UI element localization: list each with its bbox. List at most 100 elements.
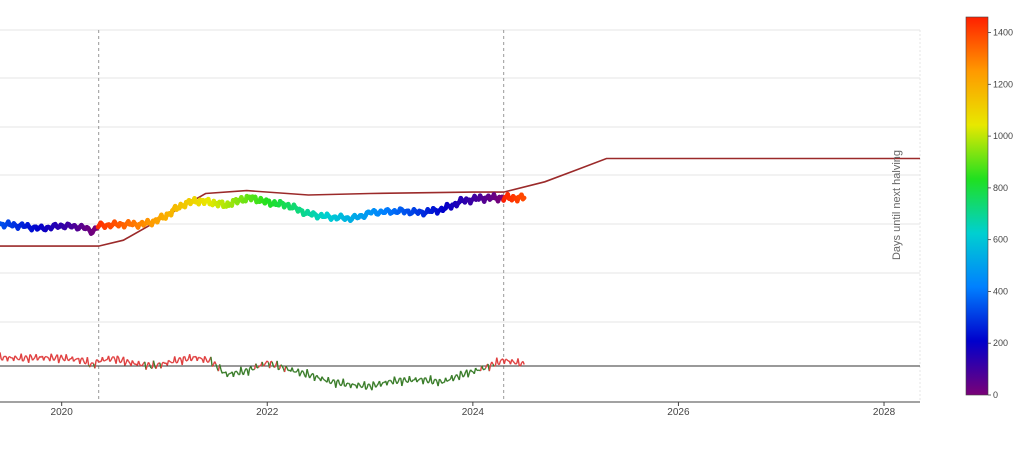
colorbar-tick-label: 1000 (993, 131, 1013, 141)
oscillator-segment (73, 359, 76, 362)
oscillator-series (0, 352, 525, 391)
oscillator-segment (79, 358, 82, 365)
oscillator-segment (271, 361, 275, 367)
oscillator-segment (53, 358, 56, 361)
oscillator-segment (313, 376, 317, 382)
oscillator-segment (459, 370, 463, 374)
oscillator-segment (139, 364, 142, 367)
oscillator-segment (219, 364, 222, 370)
oscillator-segment (81, 357, 85, 362)
oscillator-segment (18, 358, 21, 361)
oscillator-segment (342, 378, 346, 387)
oscillator-segment (162, 361, 166, 365)
oscillator-segment (28, 354, 31, 363)
oscillator-segment (60, 354, 64, 359)
oscillator-segment (215, 363, 218, 369)
colorbar-tick-label: 400 (993, 286, 1008, 296)
oscillator-segment (104, 359, 107, 362)
y-axis-label: Days until next halving (891, 150, 903, 260)
x-tick-label: 2024 (462, 407, 485, 418)
oscillator-segment (517, 358, 520, 366)
oscillator-segment (126, 358, 130, 362)
oscillator-segment (484, 364, 488, 369)
oscillator-segment (345, 382, 348, 387)
oscillator-segment (512, 360, 515, 364)
price-segment (520, 195, 527, 202)
oscillator-segment (168, 359, 171, 363)
oscillator-segment (9, 356, 12, 359)
oscillator-segment (255, 363, 258, 369)
oscillator-segment (193, 355, 196, 358)
oscillator-segment (291, 367, 294, 372)
oscillator-segment (448, 378, 452, 381)
oscillator-segment (156, 362, 160, 366)
oscillator-segment (365, 387, 368, 390)
oscillator-segment (89, 363, 92, 368)
oscillator-segment (268, 361, 272, 369)
oscillator-segment (133, 362, 136, 365)
oscillator-segment (181, 356, 185, 366)
oscillator-segment (441, 381, 444, 384)
oscillator-segment (128, 361, 131, 364)
oscillator-segment (199, 357, 202, 359)
oscillator-segment (15, 356, 19, 360)
oscillator-segment (332, 379, 335, 382)
oscillator-segment (200, 357, 203, 360)
oscillator-segment (117, 357, 121, 363)
oscillator-segment (285, 365, 288, 369)
oscillator-segment (186, 358, 190, 362)
x-tick-label: 2026 (667, 407, 690, 418)
oscillator-segment (174, 356, 177, 363)
oscillator-segment (381, 381, 384, 385)
oscillator-segment (184, 356, 187, 362)
oscillator-segment (306, 369, 309, 375)
oscillator-segment (393, 376, 397, 382)
colorbar-tick-label: 200 (993, 338, 1008, 348)
oscillator-segment (453, 375, 457, 379)
oscillator-segment (68, 358, 71, 362)
oscillator-segment (122, 356, 126, 366)
oscillator-segment (522, 361, 525, 365)
oscillator-segment (245, 367, 248, 370)
oscillator-segment (39, 355, 42, 358)
oscillator-segment (23, 356, 26, 361)
oscillator-segment (335, 380, 338, 388)
oscillator-segment (242, 371, 246, 376)
oscillator-segment (416, 379, 419, 383)
oscillator-segment (499, 358, 503, 362)
oscillator-segment (397, 378, 401, 383)
oscillator-segment (458, 370, 462, 381)
oscillator-segment (214, 361, 217, 365)
gridlines (0, 29, 921, 402)
oscillator-segment (35, 354, 39, 361)
oscillator-segment (401, 380, 404, 387)
oscillator-segment (172, 361, 174, 364)
oscillator-segment (166, 360, 170, 366)
oscillator-segment (226, 374, 230, 378)
oscillator-segment (91, 362, 95, 365)
oscillator-segment (376, 383, 379, 386)
oscillator-segment (179, 357, 182, 360)
x-tick-label: 2020 (51, 407, 74, 418)
oscillator-segment (82, 360, 86, 365)
halving-markers (98, 30, 505, 402)
colorbar-tick-label: 800 (993, 183, 1008, 193)
oscillator-segment (277, 368, 281, 371)
colorbar-tick-label: 600 (993, 235, 1008, 245)
oscillator-segment (189, 354, 192, 362)
oscillator-segment (491, 361, 494, 365)
oscillator-segment (471, 370, 474, 373)
x-tick-label: 2022 (256, 407, 279, 418)
oscillator-segment (519, 362, 523, 367)
oscillator-segment (356, 382, 359, 389)
oscillator-segment (98, 360, 101, 363)
oscillator-segment (327, 376, 331, 383)
oscillator-segment (387, 379, 390, 382)
oscillator-segment (152, 360, 156, 367)
oscillator-segment (46, 356, 50, 359)
oscillator-segment (462, 375, 465, 378)
oscillator-segment (503, 359, 507, 365)
oscillator-segment (321, 376, 324, 380)
price-series (0, 191, 527, 236)
oscillator-segment (36, 358, 40, 361)
